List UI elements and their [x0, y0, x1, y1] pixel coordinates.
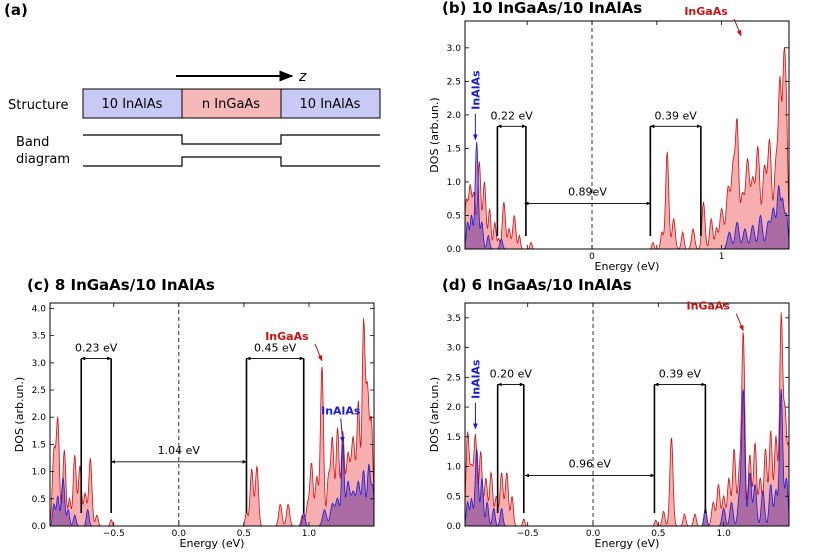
y-tick-label: 1.5: [32, 440, 46, 450]
plot-frame: [464, 20, 790, 250]
bracket-label-left: 0.22 eV: [491, 109, 534, 122]
x-axis-label: Energy (eV): [595, 260, 660, 273]
inalas-pointer: [339, 418, 345, 444]
bracket-right: [245, 358, 305, 513]
y-tick-label: 3.0: [32, 359, 47, 369]
x-axis-label: Energy (eV): [180, 537, 245, 550]
layer-label: 10 InAlAs: [102, 97, 163, 112]
y-tick-label: 2.5: [447, 77, 461, 87]
y-tick-label: 3.0: [447, 44, 462, 54]
y-tick-label: 3.0: [447, 344, 462, 354]
ingaas-pointer: [735, 313, 744, 332]
y-tick-label: 0.0: [32, 522, 47, 532]
x-tick-label: 0.0: [172, 529, 187, 539]
series-group: [465, 312, 789, 526]
layer-inalas-right: [280, 88, 381, 119]
chart-title: (d) 6 InGaAs/10 InAlAs: [442, 276, 632, 294]
diagram-label: diagram: [16, 152, 70, 167]
chart-c: (c) 8 InGaAs/10 InAlAs 0.0 0.5 1.0 1.5 2.0 2.5…: [13, 276, 375, 550]
chart-d: (d) 6 InGaAs/10 InAlAs 0.0 0.5 1.0 1.5 2.0 2.5…: [428, 276, 790, 550]
layer-label: n InGaAs: [202, 97, 260, 112]
series-inalas: [50, 442, 374, 526]
bracket-right: [649, 126, 702, 236]
structure-label: Structure: [8, 98, 68, 113]
plot-frame: [464, 302, 790, 527]
bracket-left: [80, 358, 112, 513]
x-tick-label: −0.5: [517, 529, 539, 539]
conduction-band-line: [83, 134, 380, 145]
y-tick-label: 0.5: [32, 495, 46, 505]
series-inalas: [465, 141, 789, 249]
y-tick-label: 2.5: [447, 373, 461, 383]
bracket-label-left: 0.20 eV: [490, 367, 533, 380]
gap-label: 1.04 eV: [158, 444, 201, 457]
gap-label: 0.96 eV: [569, 457, 612, 470]
legend-inalas: InAlAs: [469, 70, 482, 110]
band-label: Band: [16, 135, 49, 150]
y-tick-label: 1.0: [447, 463, 462, 473]
y-axis-label: DOS (arb.un.): [428, 377, 441, 452]
bracket-label-right: 0.39 eV: [659, 367, 702, 380]
chart-b: (b) 10 InGaAs/10 InAlAs 0.0 0.5 1.0 1.5 2.0 2.…: [428, 0, 790, 273]
y-tick-label: 2.0: [447, 403, 462, 413]
legend-ingaas: InGaAs: [687, 300, 731, 313]
y-tick-label: 3.5: [447, 314, 461, 324]
legend-ingaas: InGaAs: [684, 5, 728, 18]
y-tick-label: 0.0: [447, 522, 462, 532]
x-tick-label: 0: [589, 252, 595, 262]
gap-label: 0.89eV: [568, 185, 607, 198]
ingaas-pointer: [733, 18, 742, 37]
z-axis-label: z: [298, 69, 307, 85]
ingaas-pointer: [314, 343, 323, 362]
bracket-label-left: 0.23 eV: [75, 341, 118, 354]
x-tick-label: 0.5: [651, 529, 665, 539]
bracket-label-right: 0.45 eV: [254, 341, 297, 354]
y-axis-label: DOS (arb.un.): [13, 377, 26, 452]
legend-ingaas: InGaAs: [265, 330, 309, 343]
y-tick-label: 1.5: [447, 144, 461, 154]
plot-frame: [49, 302, 375, 527]
series-group: [465, 46, 789, 249]
y-tick-label: 1.5: [447, 433, 461, 443]
y-tick-label: 2.0: [32, 413, 47, 423]
legend-inalas: InAlAs: [321, 404, 361, 417]
x-tick-label: 0.0: [586, 529, 601, 539]
chart-title: (c) 8 InGaAs/10 InAlAs: [27, 276, 215, 294]
y-tick-label: 2.0: [447, 111, 462, 121]
x-tick-label: −0.5: [103, 529, 125, 539]
y-tick-label: 2.5: [32, 386, 46, 396]
series-group: [50, 318, 374, 526]
y-tick-label: 0.5: [447, 211, 461, 221]
panel-a-label: (a): [4, 1, 28, 19]
layer-label: 10 InAlAs: [300, 97, 361, 112]
series-ingaas: [465, 46, 789, 249]
legend-inalas: InAlAs: [469, 359, 482, 399]
y-tick-label: 0.0: [447, 245, 462, 255]
chart-title: (b) 10 InGaAs/10 InAlAs: [442, 0, 642, 17]
x-tick-label: 1.0: [717, 529, 732, 539]
y-axis-label: DOS (arb.un.): [428, 97, 441, 172]
y-tick-label: 0.5: [447, 492, 461, 502]
series-inalas: [465, 388, 789, 526]
bracket-label-right: 0.39 eV: [654, 109, 697, 122]
y-tick-label: 4.0: [32, 304, 47, 314]
x-axis-label: Energy (eV): [595, 537, 660, 550]
valence-band-line: [83, 156, 380, 167]
bracket-left: [496, 384, 525, 513]
y-tick-label: 3.5: [32, 332, 46, 342]
y-tick-label: 1.0: [447, 178, 462, 188]
x-tick-label: 0.5: [237, 529, 251, 539]
charts: (b) 10 InGaAs/10 InAlAs 0.0 0.5 1.0 1.5 2.0 2.…: [13, 0, 790, 550]
panel-a: (a) z Structure 10 InAlAs n InGaAs 10 In…: [4, 1, 381, 167]
bracket-right: [653, 384, 707, 513]
x-tick-label: 1: [719, 252, 725, 262]
y-tick-label: 1.0: [32, 468, 47, 478]
x-tick-label: 1.0: [302, 529, 317, 539]
layer-ingaas: [181, 88, 282, 119]
bracket-left: [496, 126, 527, 236]
